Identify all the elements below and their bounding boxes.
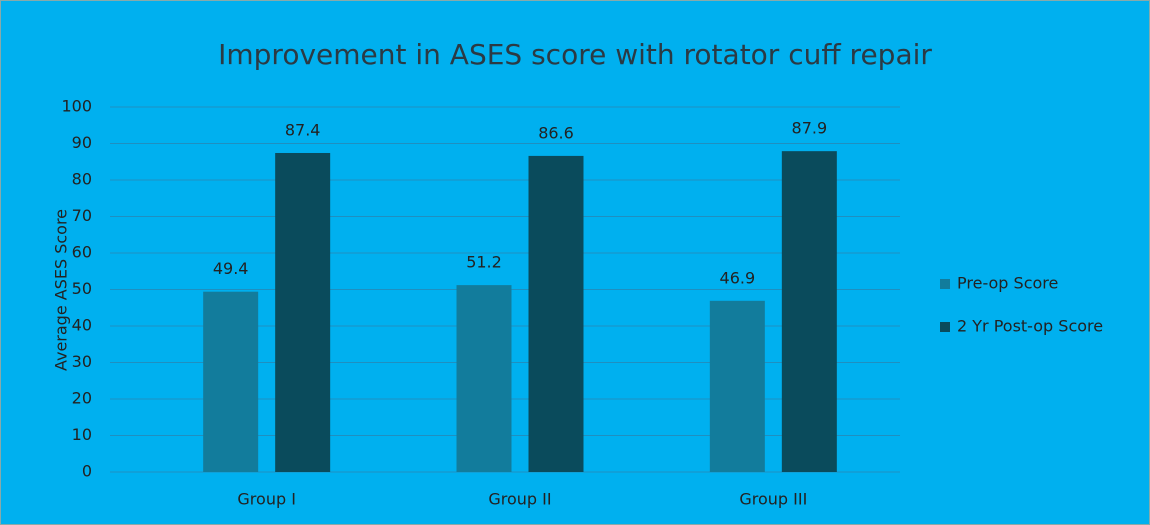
legend-label: 2 Yr Post-op Score (957, 317, 1103, 336)
y-tick-label: 100 (61, 97, 92, 116)
y-tick-label: 90 (72, 133, 92, 152)
x-tick-label: Group I (237, 490, 296, 509)
bar (709, 300, 765, 472)
data-label: 86.6 (538, 123, 574, 142)
chart-title: Improvement in ASES score with rotator c… (218, 38, 932, 71)
y-tick-label: 70 (72, 206, 92, 225)
bar (528, 155, 584, 472)
y-tick-label: 60 (72, 243, 92, 262)
y-tick-label: 80 (72, 170, 92, 189)
x-tick-label: Group II (488, 490, 551, 509)
y-axis-label: Average ASES Score (52, 209, 71, 371)
y-tick-label: 30 (72, 352, 92, 371)
legend-label: Pre-op Score (957, 274, 1058, 293)
bar (456, 285, 512, 472)
legend-swatch (940, 279, 950, 289)
data-label: 49.4 (213, 259, 249, 278)
y-tick-label: 40 (72, 316, 92, 335)
data-label: 87.9 (792, 119, 828, 138)
y-tick-label: 0 (82, 462, 92, 481)
x-tick-label: Group III (739, 490, 807, 509)
data-label: 51.2 (466, 253, 502, 272)
y-tick-label: 20 (72, 389, 92, 408)
data-label: 46.9 (720, 268, 756, 287)
data-label: 87.4 (285, 120, 321, 139)
bar (203, 291, 259, 472)
bar (275, 152, 331, 473)
bar (781, 151, 837, 473)
legend-swatch (940, 322, 950, 332)
y-tick-label: 50 (72, 279, 92, 298)
y-tick-label: 10 (72, 425, 92, 444)
